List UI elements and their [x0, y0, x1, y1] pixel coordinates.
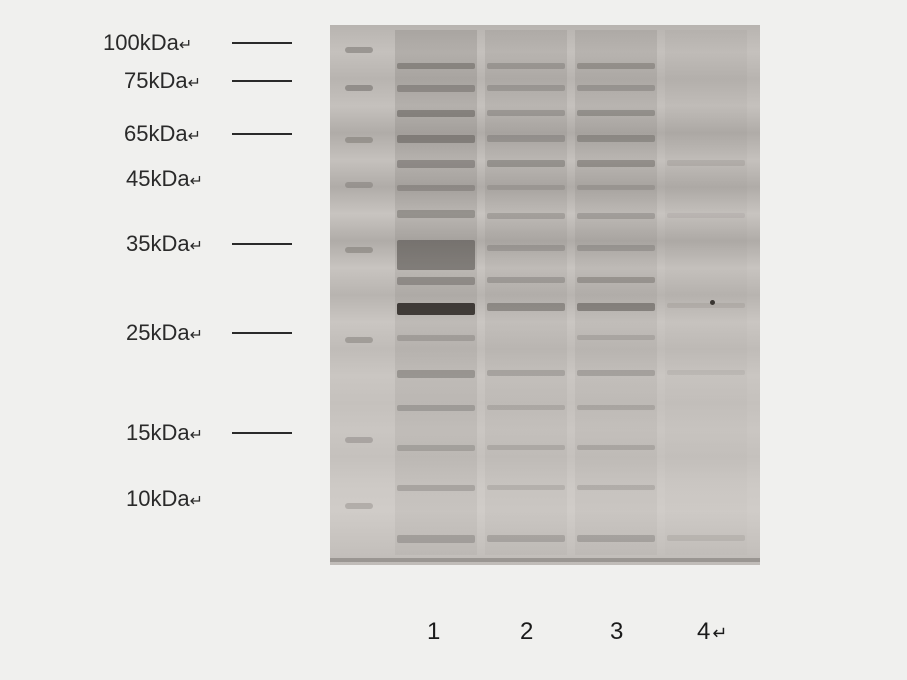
- blot-band: [487, 213, 565, 219]
- blot-band: [487, 535, 565, 542]
- blot-band: [577, 370, 655, 376]
- blot-band: [487, 110, 565, 116]
- lane-number-label: 3: [610, 618, 623, 646]
- return-char-icon: ↵: [190, 238, 203, 255]
- blot-band: [397, 277, 475, 285]
- blot-band: [397, 135, 475, 143]
- blot-band: [487, 445, 565, 450]
- blot-band: [577, 160, 655, 167]
- blot-band: [577, 110, 655, 116]
- return-char-icon: ↵: [179, 37, 192, 54]
- blot-band: [577, 63, 655, 69]
- ladder-band: [345, 437, 373, 443]
- blot-band: [487, 135, 565, 142]
- blot-band: [397, 160, 475, 168]
- dark-spot: [710, 300, 715, 305]
- ladder-band: [345, 85, 373, 91]
- ladder-band: [345, 337, 373, 343]
- marker-label: 25kDa↵: [126, 320, 203, 346]
- blot-band: [397, 303, 475, 315]
- blot-band: [397, 240, 475, 270]
- blot-band: [487, 160, 565, 167]
- blot-band: [667, 303, 745, 308]
- blot-band: [397, 210, 475, 218]
- marker-tick: [232, 432, 292, 434]
- blot-band: [397, 535, 475, 543]
- blot-band: [667, 535, 745, 541]
- marker-tick: [232, 243, 292, 245]
- blot-band: [487, 303, 565, 311]
- return-char-icon: ↵: [190, 173, 203, 190]
- blot-band: [577, 85, 655, 91]
- marker-label: 10kDa↵: [126, 486, 203, 512]
- blot-band: [577, 135, 655, 142]
- blot-band: [577, 485, 655, 490]
- marker-tick: [232, 133, 292, 135]
- lane-smear: [575, 30, 657, 555]
- blot-band: [397, 405, 475, 411]
- blot-band: [397, 63, 475, 69]
- blot-band: [577, 213, 655, 219]
- blot-band: [397, 85, 475, 92]
- blot-band: [577, 277, 655, 283]
- lane-smear: [665, 30, 747, 555]
- marker-tick: [232, 332, 292, 334]
- return-char-icon: ↵: [190, 427, 203, 444]
- lane-smear: [485, 30, 567, 555]
- return-char-icon: ↵: [188, 75, 201, 92]
- marker-label: 65kDa↵: [124, 121, 201, 147]
- blot-band: [577, 185, 655, 190]
- blot-band: [577, 303, 655, 311]
- blot-band: [487, 370, 565, 376]
- blot-band: [577, 535, 655, 542]
- blot-band: [397, 485, 475, 491]
- blot-band: [397, 445, 475, 451]
- blot-band: [487, 277, 565, 283]
- return-char-icon: ↵: [190, 493, 203, 510]
- blot-band: [577, 405, 655, 410]
- lane-smear: [395, 30, 477, 555]
- marker-label: 35kDa↵: [126, 231, 203, 257]
- blot-figure: 100kDa↵ 75kDa↵ 65kDa↵ 45kDa↵ 35kDa↵ 25kDa↵ 15k…: [0, 0, 907, 680]
- blot-band: [667, 160, 745, 166]
- blot-band: [397, 185, 475, 191]
- return-char-icon: ↵: [190, 327, 203, 344]
- blot-band: [397, 335, 475, 341]
- blot-band: [487, 85, 565, 91]
- blot-band: [487, 245, 565, 251]
- blot-bottom-edge: [330, 558, 760, 562]
- marker-tick: [232, 80, 292, 82]
- lane-number-label: 4↵: [697, 618, 727, 646]
- return-char-icon: ↵: [712, 623, 727, 643]
- ladder-band: [345, 247, 373, 253]
- ladder-band: [345, 503, 373, 509]
- blot-band: [397, 370, 475, 378]
- blot-band: [487, 63, 565, 69]
- marker-label: 45kDa↵: [126, 166, 203, 192]
- blot-band: [577, 245, 655, 251]
- blot-band: [667, 370, 745, 375]
- lane-number-label: 2: [520, 618, 533, 646]
- marker-tick: [232, 42, 292, 44]
- ladder-band: [345, 47, 373, 53]
- marker-label: 75kDa↵: [124, 68, 201, 94]
- marker-label: 15kDa↵: [126, 420, 203, 446]
- blot-band: [487, 185, 565, 190]
- ladder-band: [345, 182, 373, 188]
- blot-band: [397, 110, 475, 117]
- blot-band: [487, 485, 565, 490]
- blot-band: [667, 213, 745, 218]
- marker-label: 100kDa↵: [103, 30, 192, 56]
- blot-band: [577, 335, 655, 340]
- ladder-band: [345, 137, 373, 143]
- return-char-icon: ↵: [188, 128, 201, 145]
- blot-band: [577, 445, 655, 450]
- blot-band: [487, 405, 565, 410]
- lane-number-label: 1: [427, 618, 440, 646]
